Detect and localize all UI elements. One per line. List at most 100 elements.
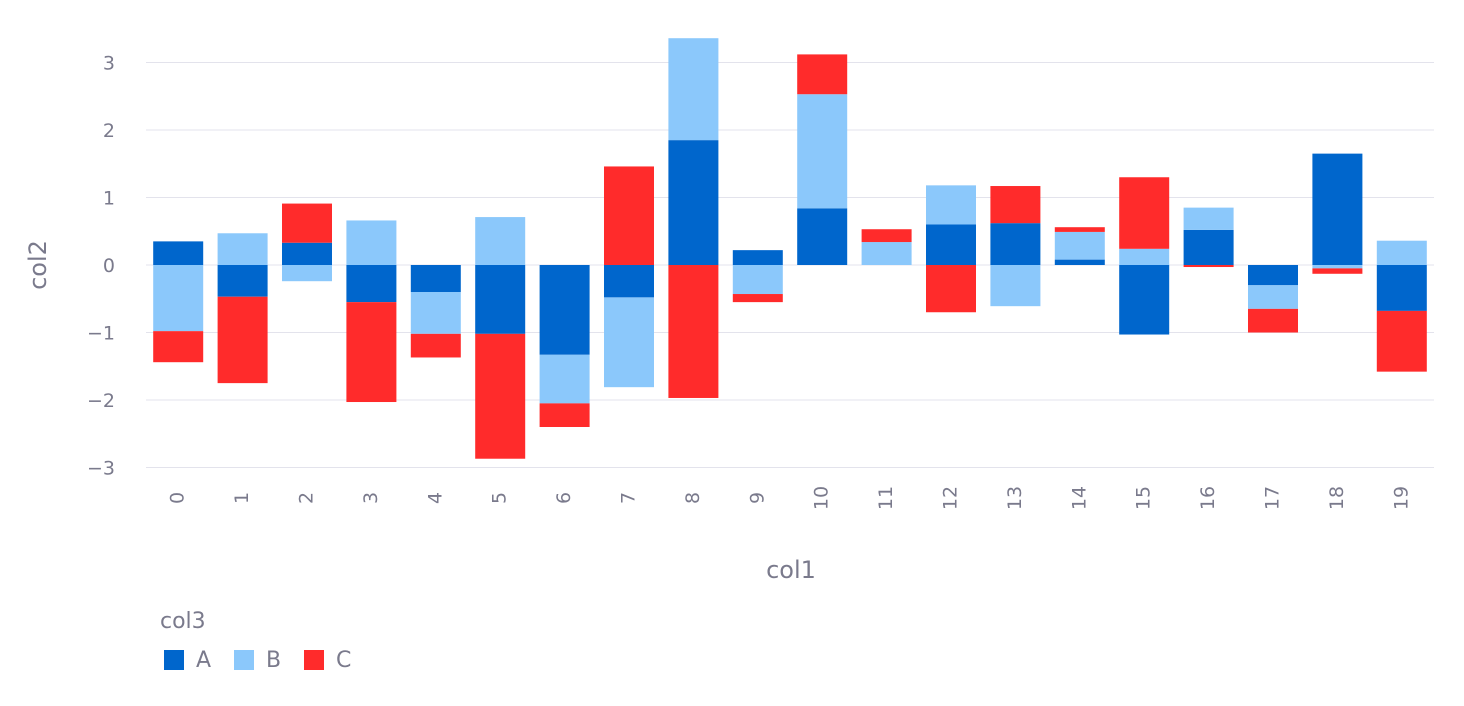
bar-B-6 [539, 354, 590, 404]
bar-B-12 [926, 185, 976, 225]
bar-C-6 [539, 403, 590, 427]
bar-A-17 [1248, 265, 1298, 286]
x-tick-label: 10 [811, 486, 833, 510]
x-tick-label: 5 [489, 492, 511, 504]
x-tick-label: 11 [875, 486, 897, 510]
bar-A-12 [926, 224, 976, 265]
bar-B-2 [282, 265, 332, 282]
bar-C-11 [861, 229, 912, 243]
bars [153, 38, 1427, 459]
x-tick-label: 12 [940, 486, 962, 510]
bar-A-3 [346, 265, 397, 303]
bar-C-15 [1119, 177, 1170, 249]
legend-label-B: B [266, 648, 281, 673]
legend: col3 A B C [160, 609, 351, 673]
bar-A-10 [797, 208, 848, 265]
y-tick-label: 1 [103, 188, 115, 210]
x-tick-label: 0 [167, 492, 189, 504]
bar-B-9 [732, 265, 783, 295]
bar-A-2 [282, 242, 332, 265]
x-tick-label: 1 [231, 492, 253, 504]
bar-C-8 [668, 265, 719, 398]
y-tick-label: 3 [103, 53, 115, 75]
bar-A-14 [1054, 259, 1105, 265]
x-tick-label: 7 [618, 492, 640, 504]
bar-A-16 [1183, 229, 1234, 265]
bar-B-0 [153, 265, 204, 332]
bar-C-0 [153, 331, 204, 363]
legend-label-A: A [196, 648, 211, 673]
bar-B-19 [1376, 240, 1427, 265]
bar-C-17 [1248, 308, 1298, 333]
x-tick-label: 9 [746, 492, 768, 504]
x-tick-label: 14 [1068, 486, 1090, 510]
y-tick-label: −3 [87, 458, 115, 480]
bar-C-12 [926, 265, 976, 313]
bar-A-18 [1312, 153, 1363, 265]
bar-C-4 [410, 333, 461, 358]
y-axis-title: col2 [24, 240, 52, 290]
y-tick-label: 2 [103, 120, 115, 142]
bar-A-0 [153, 241, 204, 265]
bar-B-16 [1183, 207, 1234, 230]
bar-B-17 [1248, 285, 1298, 309]
bar-C-13 [990, 186, 1041, 224]
y-axis-ticks: 3 2 1 0 −1 −2 −3 [87, 53, 115, 480]
x-tick-label: 15 [1133, 486, 1155, 510]
bar-B-14 [1054, 231, 1105, 260]
legend-label-C: C [336, 648, 351, 673]
x-axis-ticks: 0 1 2 3 4 5 6 7 8 9 10 11 12 13 14 15 16 17 18 19 [167, 486, 1413, 510]
bar-B-13 [990, 265, 1041, 307]
bar-A-1 [217, 265, 268, 297]
bar-B-18 [1312, 265, 1363, 269]
bar-A-4 [410, 265, 461, 292]
bar-C-2 [282, 203, 332, 243]
x-tick-label: 18 [1326, 486, 1348, 510]
bar-A-13 [990, 223, 1041, 265]
y-tick-label: −1 [87, 323, 115, 345]
bar-B-5 [475, 217, 526, 265]
x-tick-label: 13 [1004, 486, 1026, 510]
bar-A-9 [732, 250, 783, 265]
bar-B-10 [797, 94, 848, 209]
x-axis-title: col1 [766, 556, 816, 584]
bar-B-4 [410, 292, 461, 334]
bar-C-1 [217, 296, 268, 384]
bar-C-7 [604, 166, 654, 265]
x-tick-label: 6 [553, 492, 575, 504]
bar-B-11 [861, 242, 912, 265]
bar-B-8 [668, 38, 719, 141]
bar-C-10 [797, 54, 848, 95]
x-tick-label: 3 [360, 492, 382, 504]
bar-C-14 [1054, 227, 1105, 232]
x-tick-label: 17 [1262, 486, 1284, 510]
bar-A-19 [1376, 265, 1427, 311]
bar-A-15 [1119, 265, 1170, 335]
bar-B-7 [604, 297, 654, 388]
y-tick-label: 0 [103, 255, 115, 277]
bar-A-8 [668, 140, 719, 265]
x-tick-label: 19 [1390, 486, 1412, 510]
bar-C-9 [732, 294, 783, 303]
bar-C-19 [1376, 310, 1427, 372]
gridlines [146, 62, 1434, 468]
bar-C-5 [475, 333, 526, 459]
legend-items: A B C [164, 648, 351, 673]
x-tick-label: 4 [424, 492, 446, 504]
legend-swatch-B [234, 650, 254, 670]
bar-B-15 [1119, 248, 1170, 265]
legend-swatch-A [164, 650, 184, 670]
x-tick-label: 8 [682, 492, 704, 504]
bar-A-5 [475, 265, 526, 334]
bar-C-16 [1183, 265, 1234, 268]
y-tick-label: −2 [87, 390, 115, 412]
legend-swatch-C [304, 650, 324, 670]
legend-title: col3 [160, 609, 206, 634]
bar-A-6 [539, 265, 590, 355]
bar-A-7 [604, 265, 654, 298]
bar-B-1 [217, 233, 268, 265]
bar-C-18 [1312, 268, 1363, 274]
bar-B-3 [346, 220, 397, 265]
x-tick-label: 16 [1197, 486, 1219, 510]
